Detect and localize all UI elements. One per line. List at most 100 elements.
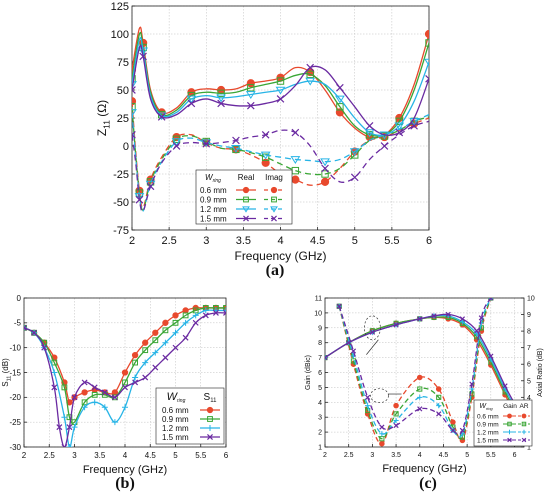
series-s11-3-point: [132, 379, 139, 386]
legend-param-sub: ring: [177, 398, 186, 404]
x-tick-label: 3.5: [94, 451, 106, 460]
legend-marker-real: [243, 215, 249, 222]
series-s11-0-point: [142, 339, 149, 346]
legend-marker-gain: [507, 413, 512, 419]
series-s11-0-point: [182, 307, 189, 314]
legend-marker-gain: [507, 429, 512, 435]
series-s11-2-point: [91, 399, 98, 406]
series-imag-0-point: [291, 175, 300, 184]
series-imag-2-point: [134, 193, 145, 201]
x-tick-label: 2.5: [44, 451, 56, 460]
legend-param-sub: ring: [213, 178, 222, 184]
series-s11-0: [24, 304, 226, 406]
legend-param-main: W: [479, 403, 487, 410]
series-real-2-point: [334, 95, 345, 104]
series-s11-2-point: [66, 444, 73, 447]
series-gain-3-point: [369, 329, 376, 335]
x-tick-label: 3: [370, 452, 374, 459]
series-s11-2-point: [202, 307, 209, 314]
legend-param-symbol: Wring: [205, 173, 221, 184]
series-imag-2-point: [260, 151, 271, 160]
series-ar-0-point: [450, 419, 456, 425]
series-imag-2-point: [231, 144, 241, 153]
y-axis-label-unit: (Ω): [95, 100, 109, 120]
series-imag-3-point: [135, 195, 144, 204]
series-real-1-point: [217, 89, 225, 98]
y-tick-label: 50: [117, 85, 129, 97]
series-s11-2-point: [24, 324, 27, 331]
series-real-2-point: [132, 81, 137, 89]
series-real-3-point: [425, 74, 429, 83]
series-ar-3-point: [417, 406, 423, 412]
y-tick-label: 10: [314, 310, 322, 317]
series-gain-3-point: [488, 353, 494, 359]
series-s11-3-point: [202, 312, 209, 319]
series-ar-2: [336, 298, 494, 438]
y2-tick-label: 1: [527, 445, 531, 452]
series-ar-2-point: [488, 298, 494, 301]
series-s11-1-point: [223, 305, 226, 311]
y2-tick-label: 6: [527, 362, 531, 369]
legend-column-main: S: [204, 392, 211, 403]
series-real-1-point: [425, 39, 429, 47]
series-gain-3-point: [459, 316, 466, 322]
series-s11-3-point: [61, 444, 68, 447]
chart-panel-c: 2 2.5 3 3.5 4 4.5 5 5.5 61234567891011Frequency …: [305, 295, 544, 475]
y-tick-label: 5: [318, 385, 322, 392]
legend-marker-imag: [270, 186, 278, 194]
series-ar-2-point: [417, 394, 423, 400]
series-real-3: [132, 44, 429, 137]
x-tick-label: 2: [323, 452, 327, 459]
series-s11-2-point: [71, 424, 78, 431]
legend-marker-real: [242, 186, 250, 194]
y-axis-label: Gain (dBic): [305, 355, 312, 390]
legend-param-sub: ring: [486, 406, 493, 411]
x-tick-label: 5.5: [486, 452, 496, 459]
x-tick-label: 5.5: [195, 451, 207, 460]
y-axis-label-main: Z: [95, 129, 109, 136]
series-ar-1-point: [436, 394, 442, 400]
gain-annotation-arrow: [366, 339, 379, 355]
legend-marker-gain: [507, 437, 512, 443]
legend-marker-ar: [521, 437, 527, 443]
series-gain-3-point: [325, 354, 328, 361]
legend-marker: [206, 406, 214, 414]
series-ar-1: [336, 298, 494, 442]
x-tick-label: 6: [224, 451, 229, 460]
x-tick-label: 4.5: [310, 235, 325, 247]
series-s11-1-point: [142, 347, 149, 354]
x-axis-label: Frequency (GHz): [382, 463, 466, 475]
legend: Wring Gain AR 0.6 mm0.9 mm1.2 mm1.5 mm: [473, 399, 533, 447]
y-tick-label: 2: [318, 430, 322, 437]
series-real-2: [132, 37, 429, 138]
y2-axis-label: Axial Ratio (dB): [537, 348, 544, 397]
series-ar-2-line: [338, 298, 492, 438]
y2-tick-label: 9: [527, 312, 531, 319]
series-imag-3-point: [172, 142, 181, 150]
y-tick-label: 0: [17, 294, 22, 303]
series-real-3-point: [139, 52, 147, 61]
series-real-1-point: [276, 77, 285, 85]
series-s11-3-point: [81, 379, 88, 386]
series-s11-3-point: [122, 384, 128, 391]
series-real-0-point: [424, 29, 429, 39]
legend-param-main: W: [205, 173, 214, 182]
series-s11-3-point: [41, 344, 48, 351]
chart-panel-b: 2 2.5 3 3.5 4 4.5 5 5.5 6 -30 -25 -20 -15 -10 -5 0 Frequ…: [1, 294, 229, 476]
series-imag-1-line: [132, 106, 429, 211]
series-s11-0-point: [121, 369, 129, 376]
legend-entry-label: 1.5 mm: [162, 433, 189, 442]
x-tick-label: 3.5: [391, 452, 401, 459]
series-s11-3-point: [192, 319, 199, 326]
series-ar-3: [336, 298, 494, 436]
x-tick-label: 3: [203, 235, 209, 247]
legend-marker-real: [243, 196, 249, 203]
series-s11-2-point: [132, 374, 139, 381]
series-imag-3-line: [132, 120, 429, 213]
series-real-1-point: [306, 70, 314, 79]
series-real-2-point: [364, 129, 375, 138]
series-imag-1-point: [321, 170, 329, 178]
series-ar-2-point: [365, 403, 371, 409]
legend-param-main: W: [167, 391, 179, 403]
